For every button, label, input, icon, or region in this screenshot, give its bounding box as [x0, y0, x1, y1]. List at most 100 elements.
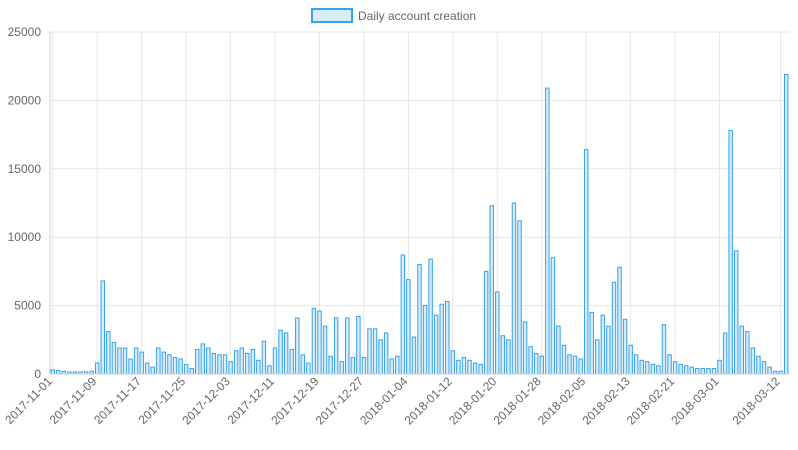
bar[interactable] — [283, 332, 289, 375]
bar[interactable] — [556, 325, 561, 375]
bar[interactable] — [317, 310, 322, 375]
legend-swatch[interactable] — [311, 8, 353, 23]
bar[interactable] — [206, 347, 211, 375]
bar[interactable] — [600, 314, 606, 375]
bar[interactable] — [200, 343, 206, 375]
bar[interactable] — [506, 339, 511, 375]
bar[interactable] — [500, 335, 506, 375]
bar[interactable] — [433, 314, 439, 375]
bar[interactable] — [195, 348, 200, 375]
bar[interactable] — [456, 359, 461, 375]
bar[interactable] — [650, 363, 656, 375]
bar[interactable] — [700, 368, 706, 375]
bar[interactable] — [672, 361, 678, 375]
bar[interactable] — [678, 363, 683, 375]
bar[interactable] — [183, 363, 189, 375]
bar[interactable] — [439, 303, 444, 375]
bar[interactable] — [189, 368, 194, 375]
bar[interactable] — [400, 254, 406, 375]
bar[interactable] — [750, 347, 756, 375]
bar[interactable] — [633, 354, 639, 375]
bar[interactable] — [350, 357, 356, 375]
legend-label[interactable]: Daily account creation — [358, 9, 476, 23]
bar[interactable] — [578, 358, 583, 375]
bar[interactable] — [389, 358, 394, 375]
bar[interactable] — [478, 363, 483, 375]
bar[interactable] — [745, 331, 750, 375]
bar[interactable] — [733, 250, 739, 375]
legend[interactable]: Daily account creation — [311, 8, 476, 23]
bar[interactable] — [333, 317, 339, 375]
bar[interactable] — [106, 331, 111, 375]
bar[interactable] — [411, 336, 417, 375]
bar[interactable] — [289, 348, 294, 375]
bar[interactable] — [356, 316, 361, 375]
bar[interactable] — [211, 352, 217, 375]
bar[interactable] — [656, 365, 661, 375]
bar[interactable] — [311, 307, 317, 375]
bar[interactable] — [572, 355, 578, 375]
bar[interactable] — [117, 347, 122, 375]
bar[interactable] — [239, 347, 244, 375]
bar[interactable] — [472, 362, 478, 375]
bar[interactable] — [383, 332, 389, 375]
bar[interactable] — [217, 354, 222, 375]
bar[interactable] — [372, 328, 378, 375]
bar[interactable] — [156, 347, 161, 375]
bar[interactable] — [711, 368, 717, 375]
bar[interactable] — [139, 351, 144, 375]
bar[interactable] — [545, 87, 550, 375]
bar[interactable] — [278, 329, 283, 375]
bar[interactable] — [295, 317, 300, 375]
bar[interactable] — [339, 361, 344, 375]
bar[interactable] — [172, 357, 178, 375]
bar[interactable] — [306, 362, 311, 375]
bar[interactable] — [461, 357, 467, 375]
bar[interactable] — [728, 130, 733, 375]
bar[interactable] — [761, 361, 767, 375]
bar[interactable] — [233, 350, 239, 375]
bar[interactable] — [428, 258, 433, 375]
bar[interactable] — [50, 369, 56, 375]
bar[interactable] — [667, 354, 672, 375]
bar[interactable] — [539, 355, 544, 375]
bar[interactable] — [111, 342, 117, 375]
bar[interactable] — [178, 358, 183, 375]
bar[interactable] — [722, 332, 728, 375]
bar[interactable] — [611, 281, 617, 375]
bar[interactable] — [617, 266, 622, 375]
bar[interactable] — [661, 324, 667, 375]
bar[interactable] — [161, 351, 167, 375]
bar[interactable] — [133, 347, 139, 375]
bar[interactable] — [767, 366, 772, 375]
bar[interactable] — [272, 347, 278, 375]
bar[interactable] — [422, 305, 428, 375]
bar[interactable] — [361, 357, 367, 375]
bar[interactable] — [589, 311, 594, 375]
bar[interactable] — [322, 325, 328, 375]
bar[interactable] — [261, 340, 267, 375]
bar[interactable] — [406, 279, 411, 375]
bar[interactable] — [489, 205, 494, 375]
bar[interactable] — [583, 149, 589, 375]
bar[interactable] — [56, 370, 61, 375]
bar[interactable] — [467, 359, 472, 375]
bar[interactable] — [245, 352, 250, 375]
bar[interactable] — [756, 355, 761, 375]
bar[interactable] — [256, 359, 261, 375]
bar[interactable] — [639, 359, 644, 375]
bar[interactable] — [706, 368, 711, 375]
bar[interactable] — [550, 257, 556, 375]
bar[interactable] — [345, 317, 350, 375]
bar[interactable] — [328, 355, 333, 375]
bar[interactable] — [167, 354, 172, 375]
bar[interactable] — [417, 264, 422, 375]
bar[interactable] — [628, 344, 633, 375]
bar[interactable] — [267, 365, 272, 375]
bar[interactable] — [595, 339, 600, 375]
bar[interactable] — [222, 354, 228, 375]
bar[interactable] — [100, 280, 105, 375]
bar[interactable] — [445, 301, 450, 375]
bar[interactable] — [150, 366, 156, 375]
bar[interactable] — [250, 348, 256, 375]
